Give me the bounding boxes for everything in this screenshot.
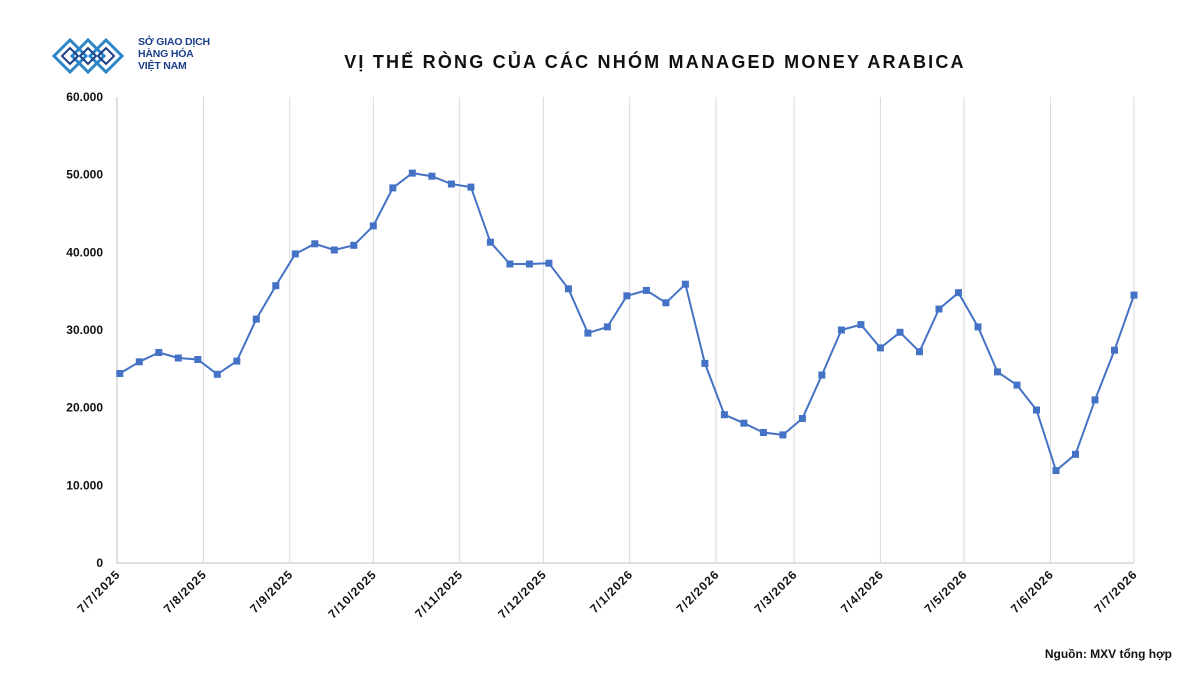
data-point-marker [896, 328, 904, 336]
data-point-marker [935, 305, 943, 313]
data-point-marker [252, 315, 260, 323]
data-point-marker [974, 323, 982, 331]
data-point-marker [428, 172, 436, 180]
data-point-marker [1052, 467, 1060, 475]
logo-line-1: SỞ GIAO DỊCH [138, 36, 210, 48]
y-tick-label: 10.000 [66, 478, 103, 492]
data-point-marker [1091, 396, 1099, 404]
data-point-marker [155, 349, 163, 356]
data-point-marker [194, 356, 202, 363]
x-tick-label: 7/7/2025 [75, 567, 124, 616]
data-point-marker [447, 180, 455, 188]
data-point-marker [330, 246, 338, 254]
logo-text: SỞ GIAO DỊCH HÀNG HÓA VIỆT NAM [138, 36, 210, 72]
data-point-marker [506, 260, 514, 268]
x-tick-label: 7/1/2026 [587, 567, 636, 616]
data-point-marker [798, 415, 806, 422]
x-tick-label: 7/3/2026 [752, 567, 801, 616]
data-point-marker [916, 348, 923, 356]
data-point-marker [955, 289, 962, 297]
data-point-marker [1013, 381, 1021, 389]
data-point-marker [291, 250, 299, 258]
data-point-marker [135, 358, 143, 366]
chart-title: VỊ THẾ RÒNG CỦA CÁC NHÓM MANAGED MONEY A… [344, 52, 966, 72]
data-point-marker [311, 240, 319, 248]
data-point-marker [213, 370, 221, 378]
data-point-marker [759, 429, 767, 436]
y-tick-label: 0 [96, 556, 103, 570]
data-point-marker [837, 326, 845, 334]
x-tick-label: 7/7/2026 [1092, 567, 1141, 616]
y-tick-label: 60.000 [66, 90, 103, 104]
x-tick-label: 7/8/2025 [161, 567, 210, 616]
y-tick-label: 40.000 [66, 245, 103, 259]
logo-mark-icon [52, 37, 125, 75]
logo-line-2: HÀNG HÓA [138, 48, 194, 60]
data-point-marker [1072, 450, 1079, 458]
data-point-marker [408, 169, 416, 177]
data-point-marker [525, 260, 533, 268]
x-tick-label: 7/11/2025 [412, 567, 466, 621]
data-point-marker [818, 371, 826, 379]
data-point-marker [623, 292, 631, 300]
x-tick-label: 7/5/2026 [922, 567, 971, 616]
x-tick-label: 7/2/2026 [674, 567, 723, 616]
data-point-marker [564, 285, 572, 293]
y-tick-label: 20.000 [66, 401, 103, 415]
data-point-marker [603, 323, 611, 331]
data-point-marker [1033, 406, 1040, 414]
data-point-marker [720, 411, 728, 419]
data-point-marker [662, 299, 670, 307]
data-point-marker [233, 357, 241, 365]
data-point-marker [701, 359, 709, 367]
x-tick-label: 7/6/2026 [1008, 567, 1057, 616]
data-point-marker [116, 370, 124, 377]
data-point-marker [876, 344, 884, 352]
data-point-marker [350, 241, 358, 249]
data-point-marker [272, 282, 280, 290]
x-tick-label: 7/9/2025 [247, 567, 296, 616]
exchange-logo: SỞ GIAO DỊCH HÀNG HÓA VIỆT NAM [52, 34, 232, 78]
data-point-marker [389, 184, 397, 192]
x-tick-label: 7/12/2025 [495, 567, 549, 621]
data-point-marker [779, 431, 787, 439]
series-line [119, 172, 1135, 472]
data-point-marker [467, 183, 475, 191]
data-point-marker [994, 368, 1001, 376]
data-point-marker [1111, 346, 1118, 354]
data-point-marker [681, 280, 689, 288]
data-point-marker [486, 238, 494, 246]
data-point-marker [740, 419, 748, 427]
y-tick-label: 50.000 [66, 168, 103, 182]
data-point-marker [369, 222, 377, 230]
source-note: Nguồn: MXV tổng hợp [1044, 647, 1172, 661]
data-point-marker [857, 321, 865, 329]
data-point-marker [584, 329, 592, 337]
logo-line-3: VIỆT NAM [138, 60, 187, 72]
x-tick-label: 7/10/2025 [325, 567, 379, 621]
data-point-marker [545, 259, 553, 267]
data-point-marker [174, 354, 182, 362]
data-point-marker [1130, 291, 1138, 299]
y-tick-label: 30.000 [66, 323, 103, 337]
x-tick-label: 7/4/2026 [838, 567, 887, 616]
data-point-marker [642, 286, 650, 294]
